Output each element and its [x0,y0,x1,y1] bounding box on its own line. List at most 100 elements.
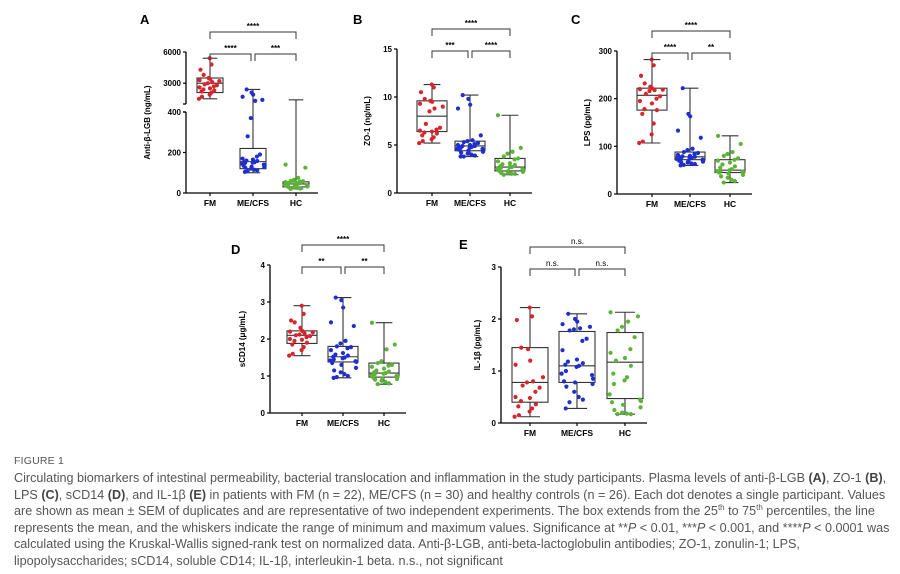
data-point [348,345,354,350]
data-point [332,368,337,373]
data-point [727,160,733,165]
data-point [293,333,298,338]
data-point [437,125,443,130]
chart-panel-e: E 0 1 2 3 IL-1β (pg/mL) FM ME/CFS HC n.s. n.s. n.s. [459,237,647,438]
data-point [512,171,517,176]
data-point [290,342,295,347]
y-axis-label: sCD14 (μg/mL) [238,310,247,367]
data-point [287,329,293,334]
caption-segment: (A) [808,471,826,485]
bracket-line [254,53,297,61]
data-point [647,88,652,94]
data-point [717,170,722,175]
data-point [519,345,524,350]
significance-label: **** [485,41,498,50]
data-point [638,399,644,404]
significance-bracket: n.s. [529,259,576,276]
data-point [375,382,380,387]
data-point [725,175,730,180]
significance-label: **** [224,44,237,53]
data-point [580,361,585,366]
caption-segment: < 0.001, and **** [705,520,803,535]
box-hc [714,133,746,185]
significance-bracket: **** [651,21,731,38]
data-point [513,394,518,400]
data-point [301,345,306,350]
data-point [197,77,202,83]
data-point [678,163,683,168]
data-point [422,130,427,135]
data-point [609,400,615,405]
significance-label: **** [664,43,677,52]
data-point [721,153,726,158]
bracket-line [431,28,511,36]
data-point [527,395,533,401]
data-point [681,149,686,155]
data-point [465,151,470,156]
data-point [715,133,721,138]
data-point [501,172,506,177]
data-point [369,320,375,325]
significance-label: **** [685,21,698,30]
data-point [732,157,737,162]
significance-label: n.s. [596,259,609,268]
caption-segment: , sCD14 [58,487,108,502]
data-point [520,383,525,388]
data-point [640,139,645,144]
data-point [574,357,580,362]
data-point [304,335,309,340]
data-point [340,356,345,361]
data-point [563,362,568,367]
y-tick-label: 3 [261,298,266,307]
data-point [345,373,350,379]
data-point [386,381,391,386]
data-point [310,330,315,335]
data-point [529,314,535,319]
data-point [440,104,445,109]
data-point [512,414,517,419]
data-point [628,347,633,352]
caption-segment: P [696,520,706,535]
significance-bracket: **** [651,43,689,60]
data-point [198,67,203,72]
data-point [345,353,351,358]
y-axis-label: LPS (pg/mL) [583,99,592,146]
panel-letter: A [140,12,150,27]
caption-segment: , LPS [14,471,887,502]
data-point [637,87,643,92]
data-point [434,131,440,136]
data-point [250,160,255,165]
significance-bracket: *** [431,41,469,58]
data-point [343,338,348,343]
x-tick-label: FM [524,428,536,438]
caption-segment: Circulating biomarkers of intestinal per… [14,471,809,485]
significance-bracket: ** [691,43,731,60]
data-point [505,151,510,156]
x-tick-label: ME/CFS [237,198,269,208]
data-point [297,332,302,337]
data-point [587,324,593,329]
x-tick-label: HC [724,199,736,209]
data-point [685,160,690,165]
box-me-cfs [558,311,596,411]
data-point [735,156,741,161]
data-point [243,165,248,170]
data-point [303,165,308,170]
data-point [533,389,538,394]
data-point [197,85,202,90]
data-point [512,157,517,162]
data-point [715,158,721,163]
data-point [518,145,523,150]
data-point [469,152,474,157]
data-point [620,410,625,415]
data-point [590,376,596,381]
bracket-line [344,266,385,274]
data-point [505,170,510,175]
data-point [572,389,577,394]
data-point [287,353,292,358]
data-point [675,128,681,133]
data-point [690,146,695,151]
caption-segment: P [627,520,637,535]
data-point [199,94,205,99]
